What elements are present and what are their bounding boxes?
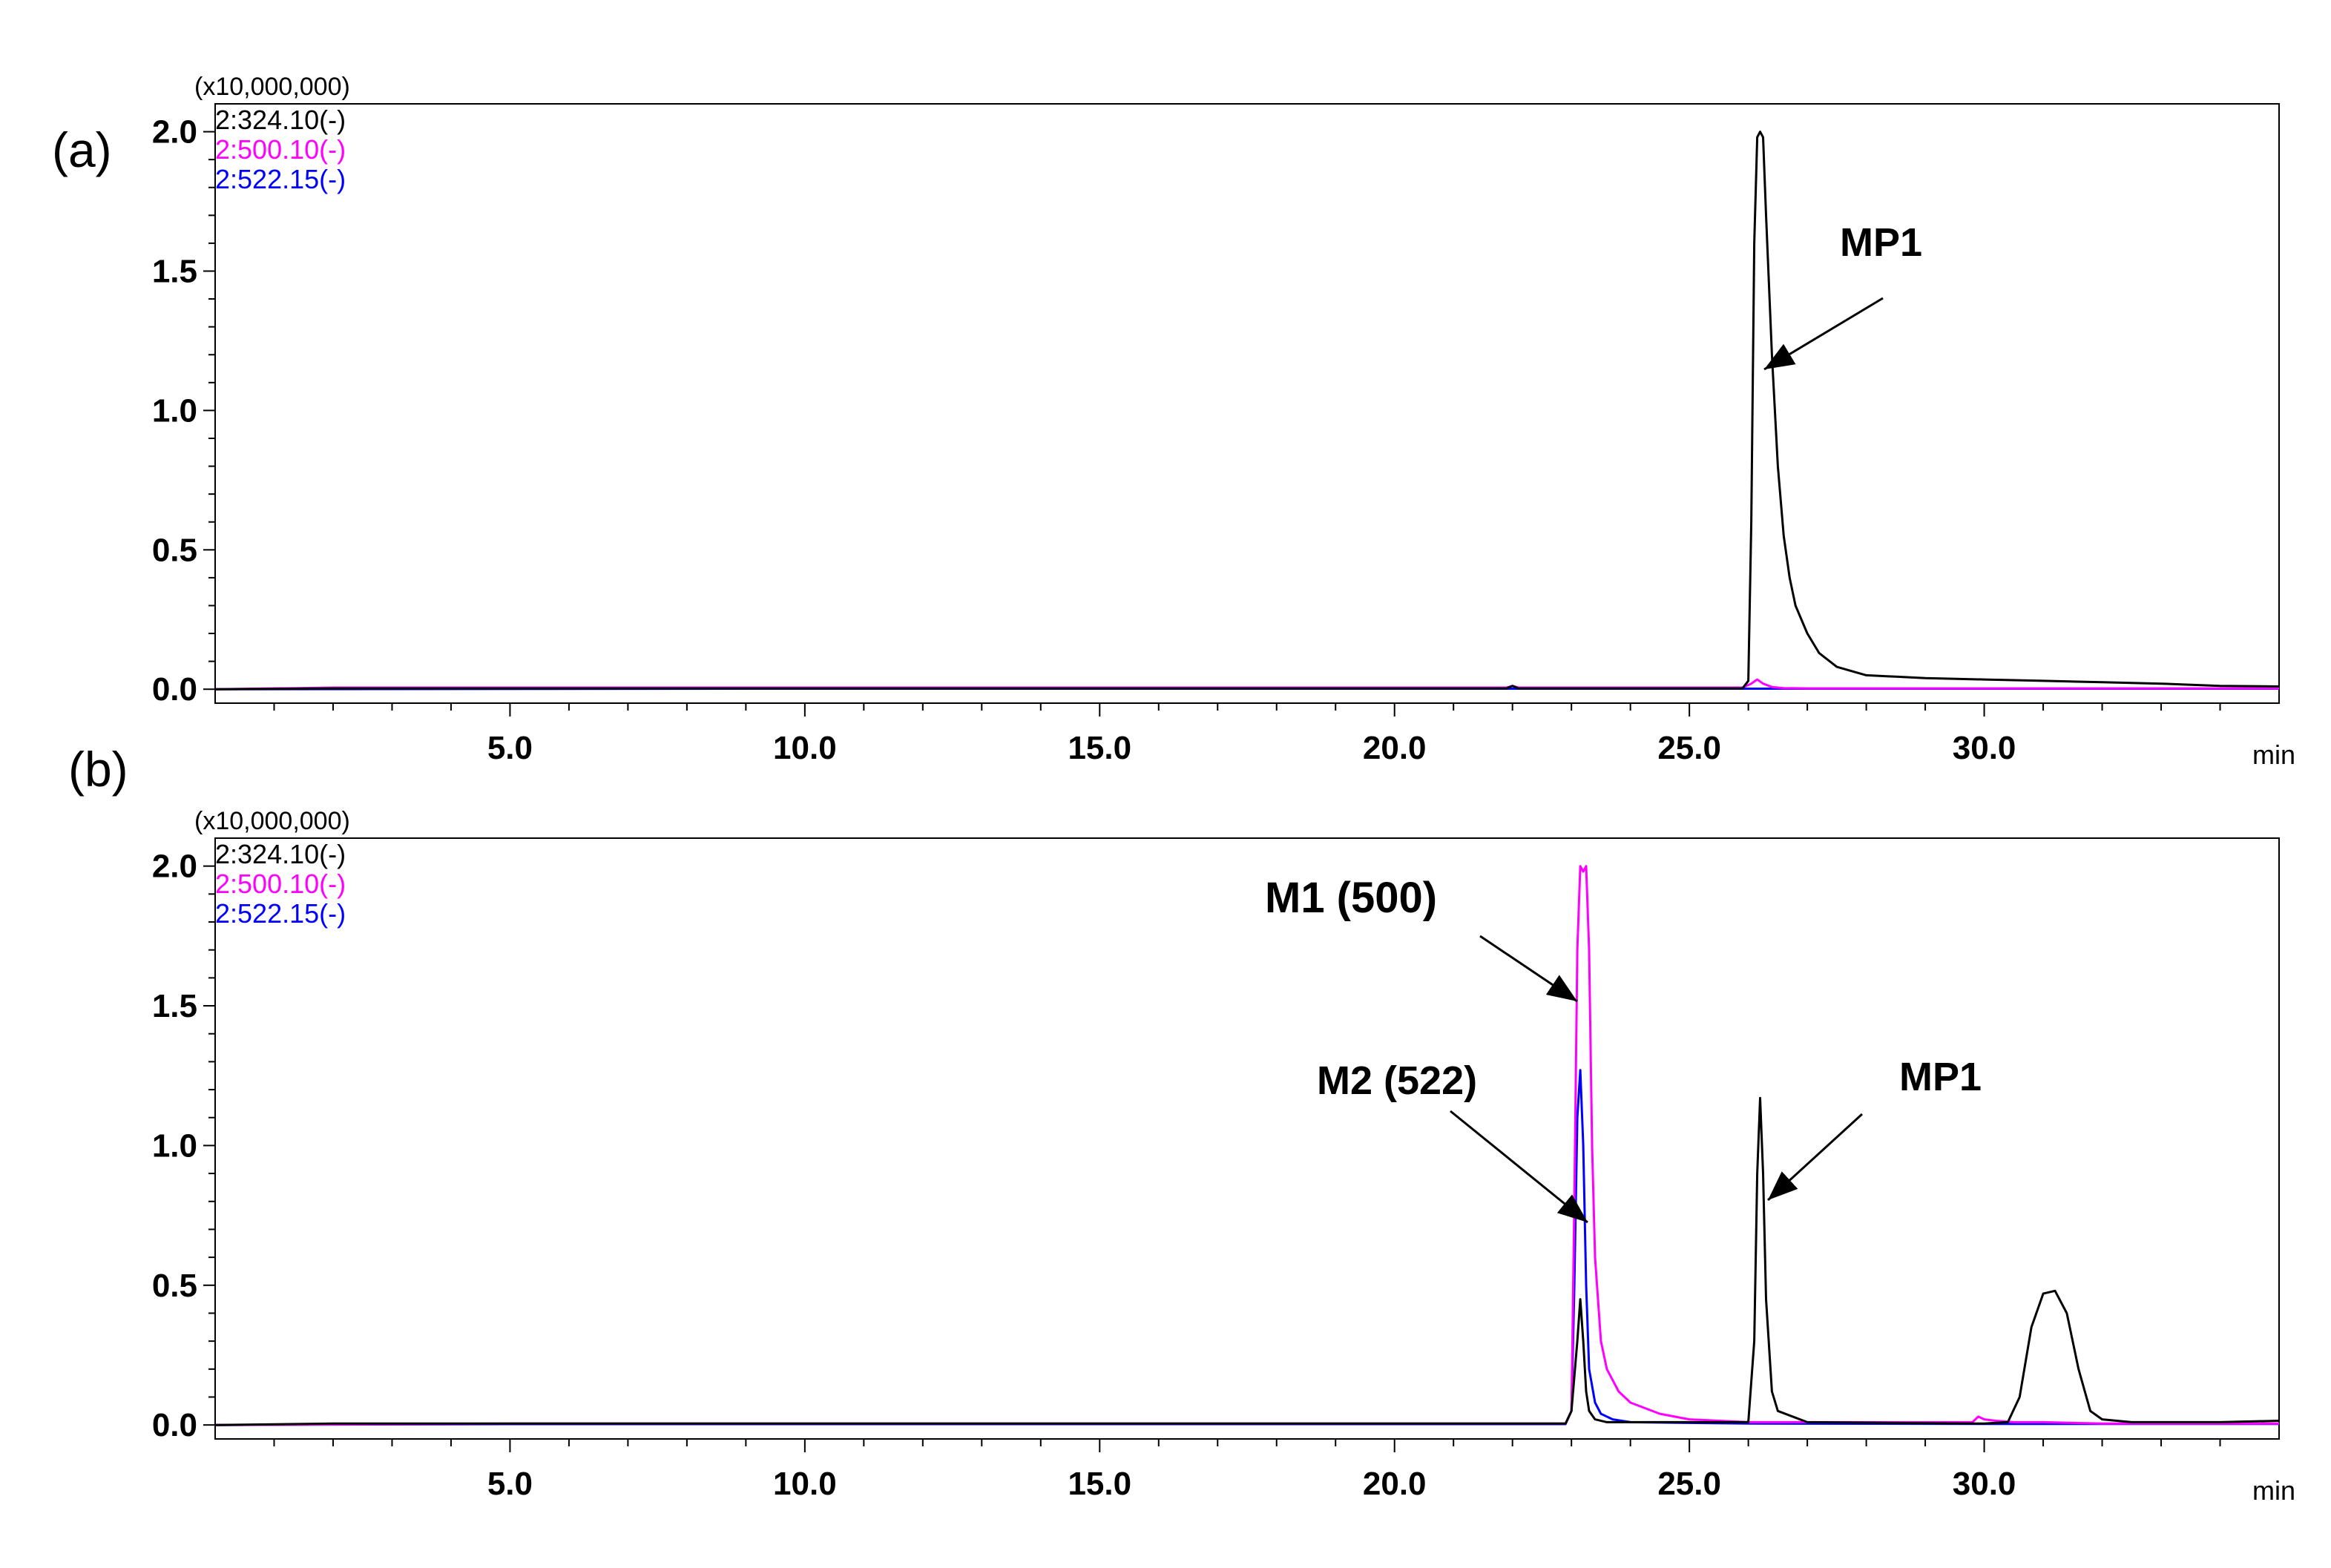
chart-panel-a: 5.0 10.0 15.0 20.0 25.0 30.0 min 0.0 0.5 1.0 1.5 2.… [52, 73, 2295, 770]
y-tick-label: 0.0 [152, 671, 197, 708]
x-tick-label: 20.0 [1363, 1466, 1427, 1502]
x-axis-unit-label: min [2252, 739, 2295, 770]
plot-frame [214, 103, 2280, 704]
series-line [214, 1096, 2280, 1426]
legend-entry: 2:324.10(-) [215, 839, 346, 869]
x-tick-label: 25.0 [1657, 1466, 1721, 1502]
x-tick-label: 25.0 [1657, 730, 1721, 766]
x-tick-label: 10.0 [773, 730, 837, 766]
y-tick-label: 1.5 [152, 253, 197, 289]
x-tick-label: 5.0 [487, 730, 533, 766]
annotation-label: MP1 [1840, 220, 1922, 265]
y-tick-label: 1.5 [152, 988, 197, 1024]
y-tick-label: 1.0 [152, 1127, 197, 1164]
chart-panel-b: 5.0 10.0 15.0 20.0 25.0 30.0 min 0.0 0.5 1.0 1.5 2.… [68, 742, 2295, 1506]
panel-label: (a) [52, 122, 112, 177]
x-axis-unit-label: min [2252, 1475, 2295, 1506]
legend-entry: 2:522.15(-) [215, 164, 346, 194]
annotation-arrow [1766, 1113, 1864, 1202]
series-line [214, 865, 2279, 1426]
x-tick-label: 10.0 [773, 1466, 837, 1502]
y-tick-label: 0.0 [152, 1407, 197, 1443]
annotation-label: MP1 [1899, 1055, 1982, 1099]
x-tick-label: 30.0 [1953, 1466, 2016, 1502]
legend-entry: 2:500.10(-) [215, 134, 346, 165]
annotation-arrow [1763, 297, 1884, 371]
y-tick-label: 1.0 [152, 392, 197, 429]
x-tick-label: 30.0 [1953, 730, 2016, 766]
y-tick-label: 2.0 [152, 849, 197, 885]
y-tick-label: 0.5 [152, 1268, 197, 1304]
y-tick-label: 2.0 [152, 114, 197, 151]
annotation-arrow [1450, 1110, 1588, 1224]
legend-entry: 2:324.10(-) [215, 105, 346, 135]
x-tick-label: 15.0 [1068, 730, 1131, 766]
annotation-arrow [1479, 935, 1578, 1003]
y-tick-label: 0.5 [152, 532, 197, 568]
legend-entry: 2:500.10(-) [215, 869, 346, 899]
series-line [214, 1069, 2279, 1426]
y-scale-multiplier-label: (x10,000,000) [194, 807, 350, 835]
x-tick-label: 5.0 [487, 1466, 533, 1502]
series-line [214, 131, 2280, 691]
legend-entry: 2:522.15(-) [215, 898, 346, 929]
panel-label: (b) [68, 742, 128, 797]
x-tick-label: 15.0 [1068, 1466, 1131, 1502]
annotation-label: M2 (522) [1317, 1058, 1477, 1103]
x-tick-label: 20.0 [1363, 730, 1427, 766]
annotation-label: M1 (500) [1265, 874, 1437, 922]
plot-frame [214, 837, 2280, 1440]
y-scale-multiplier-label: (x10,000,000) [194, 73, 350, 101]
